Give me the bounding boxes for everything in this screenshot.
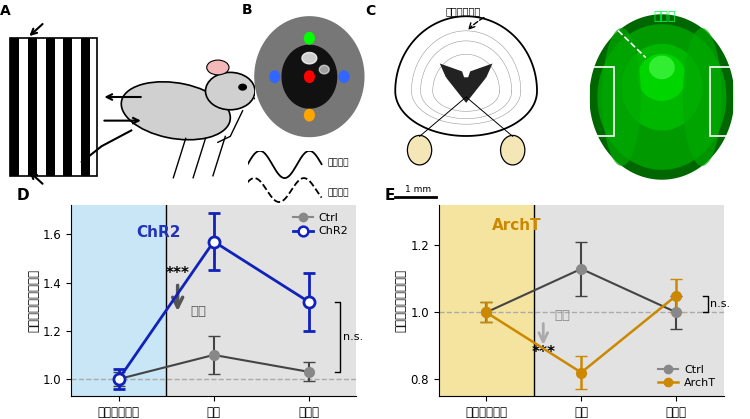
Bar: [10, 38, 97, 176]
Text: B: B: [242, 3, 252, 17]
Legend: Ctrl, ArchT: Ctrl, ArchT: [656, 362, 718, 391]
Text: 光ファイバー: 光ファイバー: [446, 6, 482, 16]
Text: n.s.: n.s.: [343, 332, 363, 342]
Text: 抑制: 抑制: [555, 309, 571, 322]
Polygon shape: [395, 16, 537, 136]
Polygon shape: [466, 64, 493, 83]
Bar: [534, 205, 724, 396]
Circle shape: [238, 84, 247, 91]
Polygon shape: [622, 44, 702, 130]
Circle shape: [304, 32, 315, 45]
Text: ***: ***: [166, 266, 190, 281]
Bar: [46, 38, 55, 176]
Circle shape: [304, 70, 315, 83]
Polygon shape: [255, 17, 364, 137]
Y-axis label: パフォーマンス変化: パフォーマンス変化: [394, 269, 407, 332]
Text: n.s.: n.s.: [710, 299, 730, 309]
Polygon shape: [598, 24, 726, 170]
Polygon shape: [446, 77, 486, 103]
Polygon shape: [282, 45, 337, 108]
Text: ChR2: ChR2: [136, 225, 180, 240]
Text: 亢進: 亢進: [190, 305, 206, 318]
Text: D: D: [17, 188, 30, 203]
Ellipse shape: [207, 60, 229, 75]
Bar: [64, 38, 72, 176]
Text: E: E: [385, 188, 395, 203]
Polygon shape: [320, 65, 329, 74]
Bar: [590, 67, 613, 137]
Circle shape: [338, 70, 350, 83]
Y-axis label: パフォーマンス変化: パフォーマンス変化: [27, 269, 40, 332]
Text: 視覚刺激: 視覚刺激: [328, 158, 350, 167]
Bar: [439, 205, 534, 396]
Bar: [28, 38, 37, 176]
Bar: [710, 67, 734, 137]
Text: 1 mm: 1 mm: [405, 184, 431, 194]
Text: A: A: [0, 5, 10, 18]
Ellipse shape: [500, 135, 525, 165]
Polygon shape: [602, 28, 641, 166]
Circle shape: [304, 109, 315, 122]
Ellipse shape: [254, 93, 266, 101]
Text: 眼球運動: 眼球運動: [328, 189, 350, 198]
Polygon shape: [682, 28, 722, 166]
Polygon shape: [302, 52, 316, 64]
Text: ***: ***: [531, 346, 555, 360]
Circle shape: [269, 70, 280, 83]
Ellipse shape: [206, 72, 255, 110]
Polygon shape: [590, 14, 734, 180]
Ellipse shape: [407, 135, 432, 165]
Bar: [10, 38, 19, 176]
Bar: [71, 205, 166, 396]
Polygon shape: [440, 64, 466, 83]
Text: 1 mm: 1 mm: [678, 181, 702, 189]
Text: C: C: [364, 5, 375, 18]
Legend: Ctrl, ChR2: Ctrl, ChR2: [291, 211, 351, 239]
Text: グリア: グリア: [654, 10, 676, 23]
Bar: [81, 38, 90, 176]
Text: ArchT: ArchT: [492, 218, 542, 233]
Polygon shape: [638, 54, 686, 101]
Polygon shape: [649, 56, 675, 79]
Bar: [166, 205, 356, 396]
Ellipse shape: [122, 82, 230, 140]
